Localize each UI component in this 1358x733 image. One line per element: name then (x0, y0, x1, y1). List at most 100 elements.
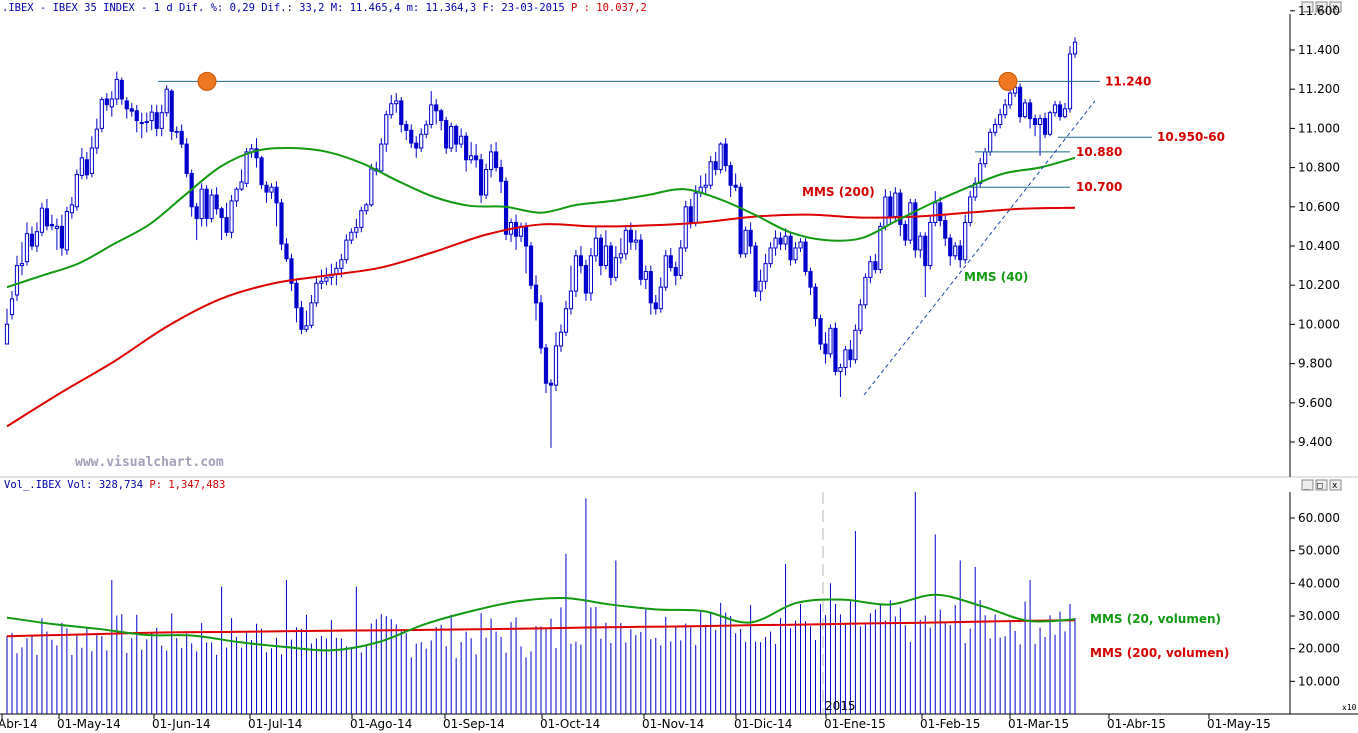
candle (583, 259, 589, 301)
candle (454, 124, 459, 152)
annotation-label: 10.880 (1076, 145, 1122, 159)
x-tick-label: 01-May-14 (57, 717, 121, 731)
candle (284, 238, 289, 262)
candle (464, 132, 469, 172)
candle (983, 148, 988, 168)
candle (1022, 99, 1028, 119)
price-header-bg (0, 0, 1290, 14)
highlight-point (197, 71, 217, 91)
candle (164, 85, 169, 117)
x-tick-label: 01-Dic-14 (734, 717, 792, 731)
candle (953, 242, 958, 260)
candle (928, 216, 933, 270)
candle (104, 93, 109, 111)
candle (768, 242, 773, 268)
candle (743, 226, 748, 258)
volume-y-tick-label: 30.000 (1298, 609, 1340, 623)
volume-panel: 2015 MMS (20, volumen) MMS (200, volumen) (6, 491, 1229, 714)
candle (568, 265, 574, 315)
candle (683, 200, 688, 252)
candle (938, 197, 943, 227)
candle (778, 232, 783, 250)
candle (79, 148, 84, 180)
candle (1067, 46, 1073, 113)
candle (653, 295, 658, 315)
candle (913, 198, 918, 258)
candle (214, 187, 219, 215)
candle (64, 206, 69, 255)
candle (838, 363, 843, 397)
candle (149, 104, 154, 131)
candle (479, 153, 484, 203)
candle (573, 249, 579, 297)
price-window-buttons[interactable]: _ □ x (1301, 1, 1342, 13)
candle (1042, 112, 1048, 139)
candle (69, 197, 74, 219)
candle (498, 159, 504, 194)
x-tick-label: 01-Ago-14 (350, 717, 412, 731)
price-y-tick-label: 11.400 (1298, 43, 1340, 57)
volume-maximize-button[interactable] (1315, 479, 1328, 491)
candle (419, 128, 424, 152)
candle (54, 218, 60, 250)
x-tick-label: 01-Feb-15 (920, 717, 980, 731)
candle (508, 218, 514, 243)
candle (708, 155, 713, 190)
candle (713, 151, 718, 176)
volume-mms200-line (6, 619, 1076, 638)
candle (429, 91, 434, 129)
candle (948, 234, 953, 266)
candle (923, 232, 928, 297)
price-minimize-icon: _ (1304, 3, 1310, 13)
price-y-tick-label: 10.000 (1298, 317, 1340, 331)
volume-header: Vol_.IBEX Vol: 328,734 P: 1,347,483 (4, 479, 225, 491)
x-tick-label: 01-Mar-15 (1008, 717, 1069, 731)
price-y-tick-label: 10.400 (1298, 239, 1340, 253)
x-tick-label: 01-Sep-14 (443, 717, 505, 731)
candle (783, 228, 788, 250)
volume-window-buttons[interactable]: _ □ x (1301, 479, 1342, 491)
volume-minimize-button[interactable] (1301, 479, 1314, 491)
candle (718, 142, 723, 174)
candle (39, 202, 45, 237)
price-close-button[interactable] (1329, 1, 1342, 13)
candle (753, 242, 758, 297)
candle (703, 173, 708, 196)
candle (493, 142, 499, 172)
candle (888, 191, 893, 225)
candle (109, 91, 114, 117)
highlight-point (998, 71, 1018, 91)
x-tick-label: 01-Jul-14 (248, 717, 302, 731)
candle (993, 118, 998, 137)
candle (9, 291, 15, 320)
candle (44, 198, 50, 231)
price-minimize-button[interactable] (1301, 1, 1314, 13)
volume-minimize-icon: _ (1304, 481, 1310, 491)
axes: 9.400 9.600 9.800 10.000 10.200 10.400 10.600 1… (0, 4, 1340, 731)
candle (513, 214, 519, 250)
candle (364, 202, 369, 215)
candle (788, 232, 793, 266)
candle (119, 77, 124, 105)
candle (189, 169, 194, 217)
candle (728, 161, 733, 197)
candle (933, 191, 938, 227)
candle (963, 214, 968, 264)
candle (14, 255, 20, 301)
candle (449, 122, 454, 152)
volume-close-button[interactable] (1329, 479, 1342, 491)
volume-close-icon: x (1332, 481, 1338, 491)
candle (159, 104, 164, 137)
x-tick-label: 01-Ene-15 (824, 717, 886, 731)
candle (84, 151, 89, 180)
price-maximize-button[interactable] (1315, 1, 1328, 13)
candle (274, 181, 279, 227)
annotation-label: 10.950-60 (1157, 130, 1225, 144)
x-tick-label: Abr-14 (0, 717, 38, 731)
candle (309, 295, 314, 329)
volume-maximize-icon: □ (1317, 481, 1323, 491)
candle (389, 95, 394, 119)
candle (89, 136, 94, 178)
candle (918, 232, 923, 258)
